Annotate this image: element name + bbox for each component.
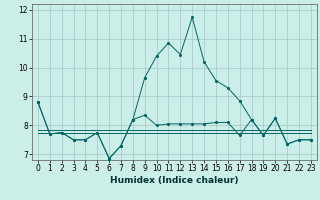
X-axis label: Humidex (Indice chaleur): Humidex (Indice chaleur) xyxy=(110,176,239,185)
